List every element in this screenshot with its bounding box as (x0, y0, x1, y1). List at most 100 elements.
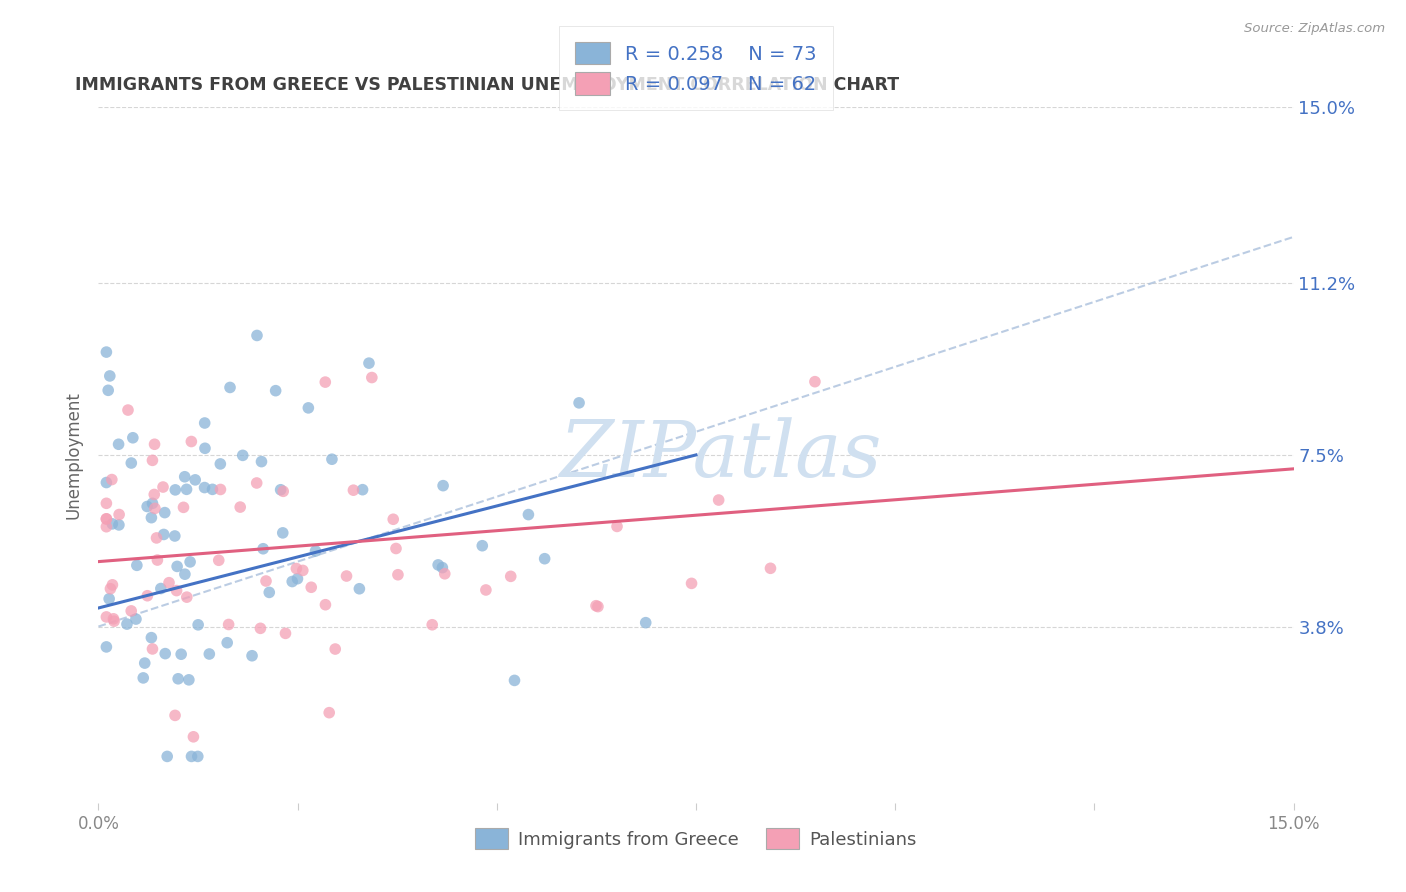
Point (217, 636, 239, 650)
Point (252, 541, 274, 556)
Point (304, 544, 326, 558)
Point (96, 519, 118, 533)
Point (96, 640, 118, 654)
Point (96, 610, 118, 624)
Y-axis label: Unemployment: Unemployment (65, 391, 83, 519)
Point (152, 527, 174, 541)
Point (187, 749, 209, 764)
Point (246, 475, 269, 490)
Point (141, 496, 163, 510)
Point (314, 375, 336, 389)
Point (149, 582, 172, 596)
Point (103, 614, 125, 628)
Point (152, 480, 174, 494)
Point (432, 560, 454, 574)
Point (141, 510, 163, 524)
Point (209, 457, 232, 471)
Point (101, 578, 124, 592)
Point (117, 403, 139, 417)
Text: Source: ZipAtlas.com: Source: ZipAtlas.com (1244, 22, 1385, 36)
Point (141, 453, 163, 467)
Point (173, 500, 195, 515)
Point (503, 673, 526, 688)
Legend: Immigrants from Greece, Palestinians: Immigrants from Greece, Palestinians (468, 822, 924, 856)
Point (187, 617, 209, 632)
Point (634, 615, 657, 630)
Point (153, 506, 176, 520)
Point (291, 563, 314, 577)
Point (173, 469, 195, 483)
Text: IMMIGRANTS FROM GREECE VS PALESTINIAN UNEMPLOYMENT CORRELATION CHART: IMMIGRANTS FROM GREECE VS PALESTINIAN UN… (75, 77, 898, 95)
Point (349, 582, 371, 596)
Point (208, 553, 231, 567)
Point (176, 590, 198, 604)
Point (107, 437, 129, 451)
Point (281, 574, 304, 589)
Point (285, 561, 308, 575)
Point (125, 612, 148, 626)
Point (198, 647, 221, 661)
Point (136, 500, 159, 514)
Point (219, 380, 242, 394)
Point (180, 434, 202, 449)
Point (323, 642, 346, 657)
Point (101, 516, 124, 531)
Point (120, 604, 142, 618)
Point (179, 555, 201, 569)
Point (155, 647, 177, 661)
Point (606, 519, 628, 533)
Point (146, 553, 169, 567)
Point (180, 749, 202, 764)
Point (165, 708, 187, 723)
Point (98, 368, 121, 383)
Point (100, 582, 122, 596)
Point (499, 569, 522, 583)
Point (96, 475, 118, 490)
Point (533, 551, 555, 566)
Point (143, 501, 166, 516)
Point (433, 566, 456, 581)
Point (193, 481, 215, 495)
Point (387, 567, 409, 582)
Point (218, 617, 240, 632)
Point (254, 574, 277, 588)
Point (586, 599, 609, 614)
Point (420, 617, 443, 632)
Point (121, 431, 143, 445)
Point (517, 508, 540, 522)
Point (166, 559, 188, 574)
Point (108, 508, 131, 522)
Point (96, 512, 118, 526)
Point (166, 583, 188, 598)
Point (471, 539, 494, 553)
Point (183, 730, 205, 744)
Point (264, 384, 287, 398)
Point (96, 512, 118, 526)
Point (96, 496, 118, 510)
Point (176, 483, 198, 497)
Point (103, 612, 125, 626)
Point (271, 525, 294, 540)
Point (170, 647, 193, 661)
Point (101, 473, 124, 487)
Point (184, 473, 207, 487)
Point (382, 512, 405, 526)
Point (120, 456, 142, 470)
Point (759, 561, 782, 575)
Point (141, 631, 163, 645)
Point (163, 529, 186, 543)
Point (321, 452, 343, 467)
Text: ZIPatlas: ZIPatlas (558, 417, 882, 493)
Point (194, 442, 217, 456)
Point (115, 617, 138, 632)
Point (287, 572, 309, 586)
Point (318, 706, 340, 720)
Point (299, 580, 322, 594)
Point (132, 671, 155, 685)
Point (143, 487, 166, 501)
Point (157, 575, 180, 590)
Point (141, 642, 163, 657)
Point (342, 483, 364, 498)
Point (432, 478, 454, 492)
Point (360, 370, 382, 384)
